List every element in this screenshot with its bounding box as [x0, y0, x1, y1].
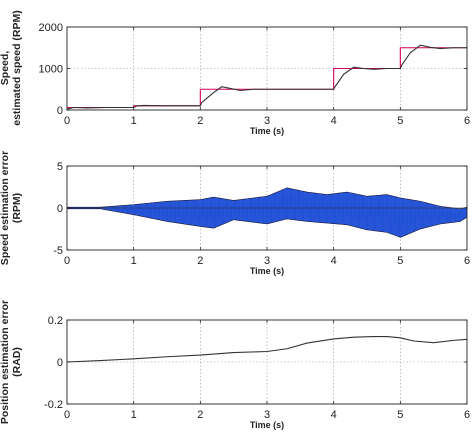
x-tick-label: 0 — [64, 409, 70, 421]
y-tick-label: 2000 — [39, 22, 63, 34]
x-tick-label: 4 — [331, 255, 337, 267]
y-tick-label: -0.2 — [44, 399, 63, 411]
y-axis-title: Speed,estimated speed (RPM) — [0, 10, 23, 126]
x-tick-label: 1 — [131, 115, 137, 127]
y-axis-title: Speed estimation error(RPM) — [0, 151, 23, 265]
x-tick-label: 3 — [264, 115, 270, 127]
x-tick-label: 2 — [197, 255, 203, 267]
series-group — [67, 336, 467, 363]
x-axis-title: Time (s) — [250, 126, 284, 136]
x-tick-label: 4 — [331, 115, 337, 127]
y-tick-label: 0.2 — [48, 315, 63, 327]
x-tick-label: 0 — [64, 115, 70, 127]
x-tick-label: 6 — [464, 115, 470, 127]
series-group — [67, 187, 467, 238]
x-tick-label: 1 — [131, 255, 137, 267]
y-tick-label: 5 — [57, 161, 63, 173]
y-tick-label: 1000 — [39, 64, 63, 76]
y-axis-title: Position estimation error(RAD) — [0, 300, 23, 424]
x-tick-label: 3 — [264, 409, 270, 421]
y-tick-label: 0 — [57, 357, 63, 369]
x-tick-label: 2 — [197, 115, 203, 127]
x-tick-label: 3 — [264, 255, 270, 267]
series-group — [67, 44, 467, 110]
envelope-lower-edge — [67, 208, 467, 238]
y-tick-label: -5 — [53, 245, 63, 257]
x-tick-label: 5 — [397, 255, 403, 267]
y-tick-label: 0 — [57, 105, 63, 117]
chart-panel-1: 0 1 2 3 4 5 6 0 1000 2000 Time (s) Speed,estimated … — [0, 10, 470, 136]
x-tick-label: 5 — [397, 409, 403, 421]
x-axis-title: Time (s) — [250, 266, 284, 276]
x-tick-label: 5 — [397, 115, 403, 127]
x-tick-label: 4 — [331, 409, 337, 421]
envelope-upper-edge — [67, 187, 467, 210]
series-line-2 — [67, 44, 467, 110]
x-tick-label: 1 — [131, 409, 137, 421]
x-axis-title: Time (s) — [250, 420, 284, 430]
y-tick-label: 0 — [57, 203, 63, 215]
x-tick-label: 0 — [64, 255, 70, 267]
series-line-1 — [67, 336, 467, 363]
x-tick-label: 6 — [464, 255, 470, 267]
x-tick-label: 2 — [197, 409, 203, 421]
x-tick-label: 6 — [464, 409, 470, 421]
